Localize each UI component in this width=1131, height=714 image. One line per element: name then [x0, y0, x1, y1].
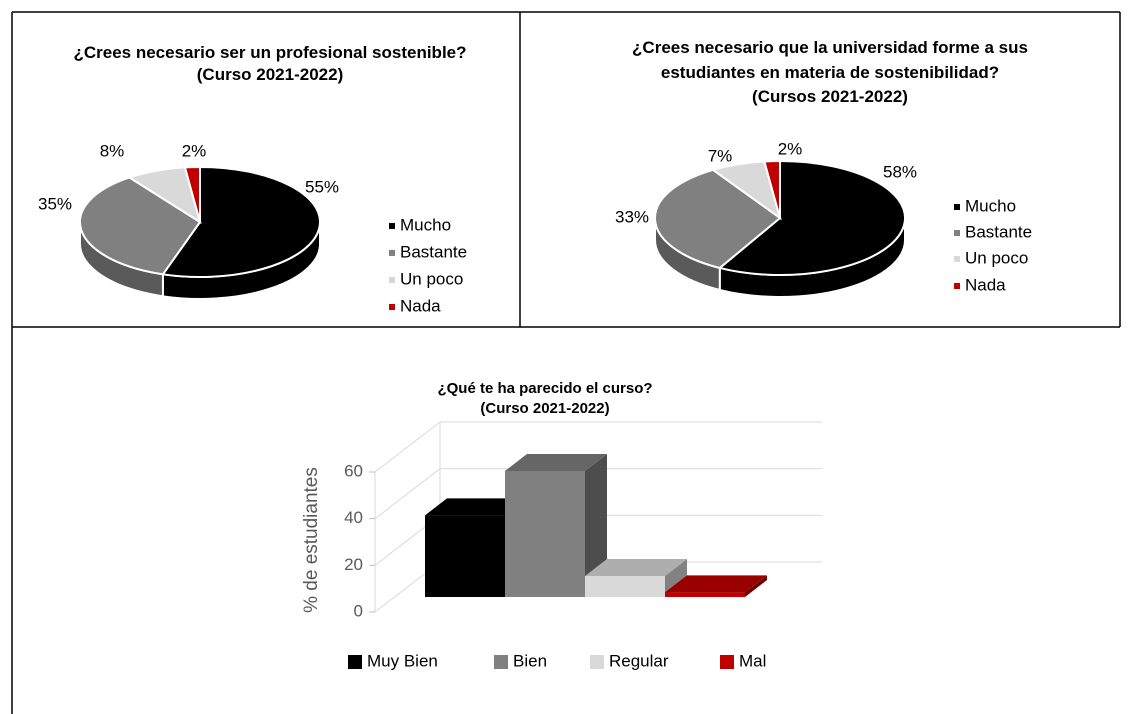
bar-top [665, 575, 767, 593]
legend-label: Mucho [965, 196, 1016, 215]
data-label: 2% [778, 139, 803, 158]
legend-label: Regular [609, 651, 669, 670]
legend-marker [954, 256, 960, 262]
y-tick-label: 20 [344, 555, 363, 574]
pie-slice [717, 159, 906, 276]
legend-marker [389, 223, 395, 229]
grid-line [374, 421, 441, 473]
bar [665, 592, 745, 597]
bar [585, 576, 665, 597]
legend-label: Bastante [965, 222, 1032, 241]
legend-marker [954, 230, 960, 236]
legend-marker [389, 304, 395, 310]
chart-subtitle: (Curso 2021-2022) [480, 399, 610, 417]
chart-title: ¿Crees necesario ser un profesional sost… [73, 43, 467, 62]
legend-marker [720, 655, 734, 669]
legend-label: Bastante [400, 242, 467, 261]
bar-top [585, 559, 687, 576]
pie-slice [161, 165, 321, 278]
pie-slice [79, 176, 202, 276]
chart-title-block: ¿Crees necesario que la universidad form… [600, 36, 1060, 110]
legend-label: Mal [739, 651, 766, 670]
bar [425, 515, 505, 597]
data-label: 2% [182, 141, 207, 160]
legend-marker [954, 283, 960, 289]
pie-slice [183, 165, 201, 223]
chart-subtitle: (Cursos 2021-2022) [752, 87, 908, 107]
y-tick-label: 40 [344, 508, 363, 527]
y-tick-label: 60 [344, 461, 363, 480]
bar-side [665, 559, 687, 597]
legend-label: Nada [965, 275, 1006, 294]
grid-line [374, 468, 441, 520]
legend-label: Bien [513, 651, 547, 670]
y-axis-title: % de estudiantes [301, 467, 322, 613]
legend-label: Un poco [965, 248, 1028, 267]
data-label: 35% [38, 194, 72, 213]
data-label: 55% [305, 177, 339, 196]
legend-marker [389, 277, 395, 283]
data-label: 33% [615, 207, 649, 226]
bar-side [745, 575, 767, 597]
legend-marker [348, 655, 362, 669]
bar [505, 471, 585, 597]
data-label: 58% [883, 162, 917, 181]
legend-marker [494, 655, 508, 669]
pie-slice [654, 168, 782, 270]
chart-title: ¿Crees necesario que la universidad form… [632, 38, 1028, 82]
pie-slice [763, 159, 781, 219]
legend-marker [389, 250, 395, 256]
legend-label: Mucho [400, 215, 451, 234]
chart-subtitle: (Curso 2021-2022) [196, 65, 344, 85]
legend-label: Nada [400, 296, 441, 315]
legend-label: Un poco [400, 269, 463, 288]
legend-marker [590, 655, 604, 669]
data-label: 8% [100, 141, 125, 160]
bar-top [425, 498, 527, 516]
bar-side [585, 454, 607, 597]
bar-top [505, 454, 607, 471]
chart-title-block: ¿Qué te ha parecido el curso? (Curso 202… [395, 379, 695, 418]
legend-label: Muy Bien [367, 651, 438, 670]
legend-marker [954, 204, 960, 210]
chart-title-block: ¿Crees necesario ser un profesional sost… [70, 42, 470, 86]
chart-title: ¿Qué te ha parecido el curso? [437, 380, 653, 397]
data-label: 7% [708, 146, 733, 165]
y-tick-label: 0 [354, 601, 363, 620]
